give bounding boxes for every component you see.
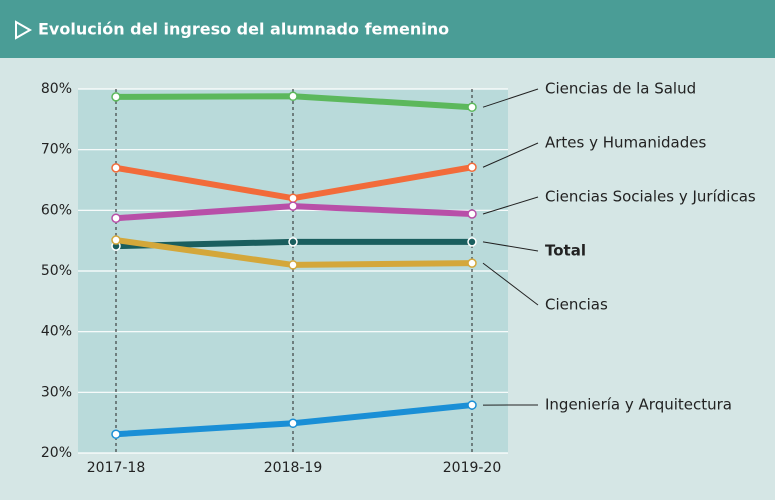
y-tick-label: 50% — [41, 263, 72, 279]
y-tick-label: 70% — [41, 142, 72, 158]
series-label: Artes y Humanidades — [545, 134, 706, 152]
data-point — [467, 400, 477, 410]
header — [0, 0, 775, 58]
data-point — [288, 201, 298, 211]
data-point — [111, 235, 121, 245]
y-tick-label: 30% — [41, 384, 72, 400]
x-tick-label: 2017-18 — [87, 460, 146, 476]
x-tick-label: 2018-19 — [264, 460, 323, 476]
y-tick-label: 40% — [41, 324, 72, 340]
data-point — [288, 91, 298, 102]
data-point — [111, 429, 121, 439]
y-tick-label: 20% — [41, 445, 72, 461]
series-label: Ciencias de la Salud — [545, 80, 696, 98]
series-label: Ciencias — [545, 296, 608, 314]
data-point — [288, 237, 298, 247]
data-point — [288, 260, 298, 270]
data-point — [288, 193, 298, 203]
data-point — [467, 237, 477, 247]
data-point — [467, 258, 477, 268]
data-point — [467, 209, 477, 219]
leader-line — [482, 241, 539, 252]
chart-title: Evolución del ingreso del alumnado femen… — [38, 20, 449, 39]
data-point — [111, 163, 121, 173]
leader-line — [482, 196, 539, 215]
data-point — [288, 418, 298, 429]
data-point — [467, 162, 477, 173]
data-point — [111, 92, 121, 102]
data-point — [467, 102, 477, 112]
x-tick-label: 2019-20 — [443, 460, 502, 476]
series-label: Total — [545, 242, 586, 260]
leader-line — [482, 88, 539, 108]
y-tick-label: 60% — [41, 202, 72, 218]
leader-line — [482, 142, 539, 168]
header-icon — [15, 20, 33, 40]
data-point — [111, 213, 121, 223]
series-label: Ingeniería y Arquitectura — [545, 396, 732, 414]
y-tick-label: 80% — [41, 81, 72, 97]
leader-line — [482, 262, 539, 306]
series-label: Ciencias Sociales y Jurídicas — [545, 188, 756, 206]
